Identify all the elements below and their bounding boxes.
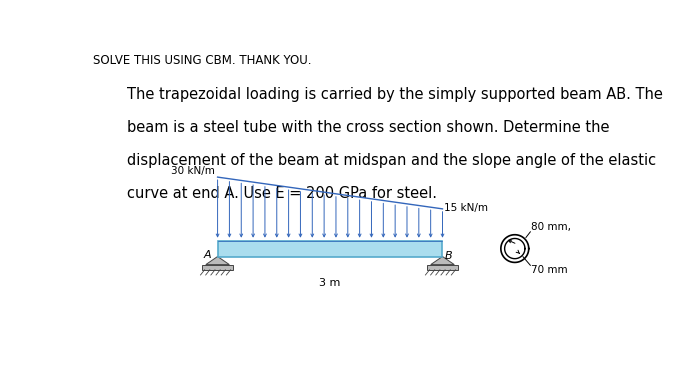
Text: A: A [204, 250, 211, 260]
Bar [427, 265, 458, 270]
Text: The trapezoidal loading is carried by the simply supported beam AB. The: The trapezoidal loading is carried by th… [126, 87, 663, 102]
Text: 80 mm,: 80 mm, [531, 222, 571, 232]
Text: beam is a steel tube with the cross section shown. Determine the: beam is a steel tube with the cross sect… [126, 120, 609, 135]
Text: B: B [445, 251, 453, 261]
Bar [218, 241, 442, 256]
Text: displacement of the beam at midspan and the slope angle of the elastic: displacement of the beam at midspan and … [126, 153, 656, 168]
Text: 70 mm: 70 mm [531, 266, 568, 275]
Text: 15 kN/m: 15 kN/m [444, 203, 488, 213]
Text: SOLVE THIS USING CBM. THANK YOU.: SOLVE THIS USING CBM. THANK YOU. [93, 54, 312, 67]
Polygon shape [206, 256, 229, 265]
Text: 3 m: 3 m [319, 278, 341, 288]
Text: curve at end A. Use E = 200 GPa for steel.: curve at end A. Use E = 200 GPa for stee… [126, 186, 437, 201]
Polygon shape [430, 256, 454, 265]
Text: 30 kN/m: 30 kN/m [171, 166, 215, 176]
Bar [202, 265, 233, 270]
